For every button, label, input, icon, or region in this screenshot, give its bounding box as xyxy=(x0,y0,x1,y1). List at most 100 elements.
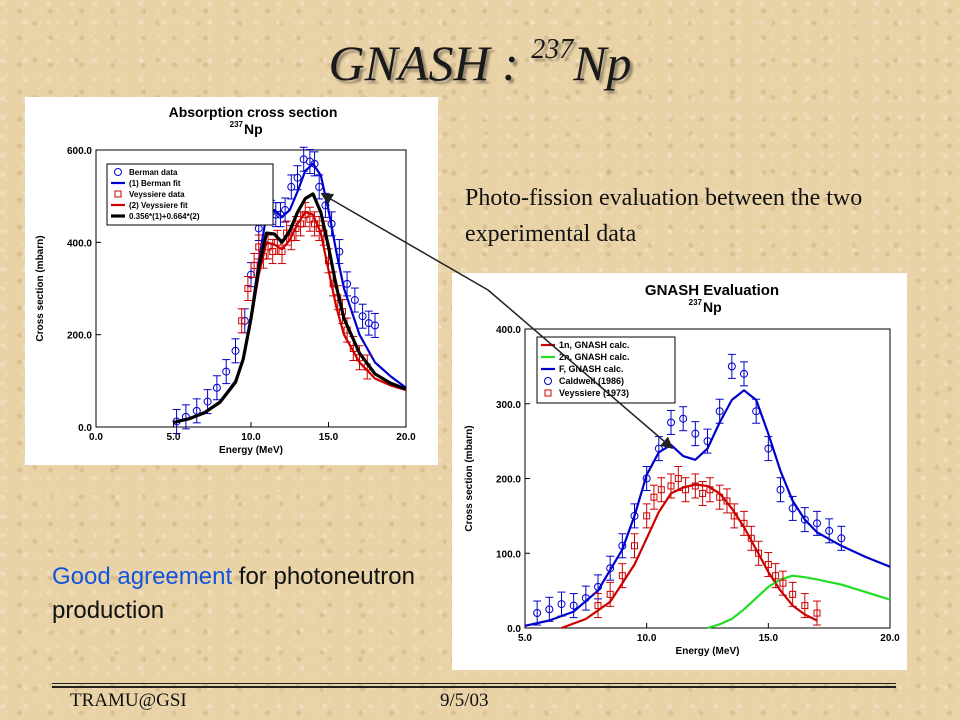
gnash-series-4-point xyxy=(801,602,809,610)
absorption-series-2-point xyxy=(306,215,314,223)
gnash-series-3-point xyxy=(581,594,590,603)
gnash-series-3-point xyxy=(837,534,846,543)
footer-rule-bottom xyxy=(52,686,896,688)
gnash-series-4-point xyxy=(606,590,614,598)
gnash-series-3-point xyxy=(630,511,639,520)
gnash-series-3-point xyxy=(606,564,615,573)
gnash-series-4-point xyxy=(691,482,699,490)
absorption-ytick-label: 600.0 xyxy=(67,146,92,157)
gnash-series-3-point xyxy=(727,362,736,371)
absorption-ytick-label: 0.0 xyxy=(78,423,92,434)
absorption-series-0-point xyxy=(222,367,231,376)
gnash-series-3-point xyxy=(776,485,785,494)
gnash-series-3-point xyxy=(740,369,748,378)
annotation-text: Photo-fission evaluation between the two… xyxy=(465,185,863,247)
absorption-ytick-label: 400.0 xyxy=(67,238,92,249)
gnash-xtick-label: 15.0 xyxy=(759,633,779,644)
conclusion-highlight: Good agreement xyxy=(52,563,233,590)
absorption-series-0-point xyxy=(371,321,379,330)
gnash-series-4-point xyxy=(779,579,787,587)
gnash-series-4-point xyxy=(650,493,658,501)
gnash-subtitle: Np xyxy=(703,299,722,315)
gnash-series-3-point xyxy=(557,600,566,609)
absorption-xtick-label: 5.0 xyxy=(167,432,181,443)
absorption-series-0-point xyxy=(231,346,240,355)
gnash-series-3-point xyxy=(752,407,761,416)
gnash-series-4-point xyxy=(643,512,651,520)
slide-title: GNASH : 237Np xyxy=(0,34,960,92)
gnash-xtick-label: 20.0 xyxy=(880,633,900,644)
footer-date: 9/5/03 xyxy=(440,690,489,711)
gnash-series-3-point xyxy=(679,414,688,423)
absorption-series-2-point xyxy=(269,248,277,256)
gnash-series-4-point xyxy=(740,519,748,527)
gnash-ytick-label: 400.0 xyxy=(496,325,521,336)
gnash-series-4-point xyxy=(764,560,772,568)
gnash-series-4-point xyxy=(682,486,690,494)
gnash-series-4-point xyxy=(813,609,821,617)
absorption-subtitle: Np xyxy=(244,121,263,137)
gnash-series-4-point xyxy=(772,572,780,580)
absorption-legend-swatch xyxy=(114,168,122,176)
gnash-series-4-point xyxy=(594,602,602,610)
gnash-series-4-point xyxy=(631,542,638,550)
absorption-ytick-label: 200.0 xyxy=(67,331,92,342)
absorption-series-0-point xyxy=(212,383,221,392)
absorption-series-0-point xyxy=(287,182,296,191)
gnash-xlabel: Energy (MeV) xyxy=(676,646,740,657)
gnash-series-4-point xyxy=(674,475,682,482)
absorption-series-2-point xyxy=(238,317,246,325)
absorption-series-3-line xyxy=(173,211,407,424)
absorption-series-0-point xyxy=(350,296,359,305)
gnash-ytick-label: 100.0 xyxy=(496,549,521,560)
gnash-legend-label: Caldwell (1986) xyxy=(559,376,624,386)
gnash-series-4-point xyxy=(789,590,797,598)
title-mass-number: 237 xyxy=(531,34,574,65)
gnash-ytick-label: 0.0 xyxy=(507,624,521,635)
gnash-series-3-point xyxy=(594,582,602,591)
gnash-series-4-point xyxy=(618,572,626,580)
absorption-legend-label: Berman data xyxy=(129,168,178,177)
gnash-legend-label: Veyssiere (1973) xyxy=(559,388,629,398)
gnash-subtitle-sup: 237 xyxy=(689,298,703,307)
gnash-series-3-point xyxy=(545,605,554,614)
gnash-series-3-point xyxy=(569,601,578,610)
absorption-title: Absorption cross section xyxy=(169,104,338,120)
absorption-chart-panel: Absorption cross section 237 Np 0.0 5.0 10.0 1… xyxy=(25,97,438,465)
title-main: GNASH : xyxy=(328,35,532,91)
absorption-series-0-point xyxy=(358,312,367,321)
absorption-series-0-point xyxy=(203,397,212,406)
gnash-series-3-point xyxy=(642,474,651,483)
absorption-series-0-point xyxy=(293,173,302,182)
gnash-series-3-point xyxy=(533,609,542,618)
gnash-ytick-label: 200.0 xyxy=(496,475,521,486)
gnash-series-3-point xyxy=(715,407,724,416)
gnash-series-3-point xyxy=(800,515,809,524)
gnash-xtick-label: 5.0 xyxy=(518,633,532,644)
absorption-series-4-line xyxy=(173,192,407,424)
absorption-legend-label: (2) Veyssiere fit xyxy=(129,201,188,210)
gnash-series-3-point xyxy=(788,504,797,513)
gnash-ytick-label: 300.0 xyxy=(496,400,521,411)
absorption-xtick-label: 20.0 xyxy=(396,432,416,443)
gnash-chart-panel: GNASH Evaluation 237 Np 5.0 10.0 15.0 20.0 0.0 1… xyxy=(452,273,907,670)
gnash-title: GNASH Evaluation xyxy=(645,282,779,299)
absorption-xlabel: Energy (MeV) xyxy=(219,445,283,456)
gnash-series-4-point xyxy=(716,493,724,501)
gnash-series-4-point xyxy=(657,486,665,494)
absorption-legend-label: Veyssiere data xyxy=(129,190,185,199)
gnash-legend-label: 1n, GNASH calc. xyxy=(559,340,630,350)
conclusion-text: Good agreement for photoneutron producti… xyxy=(52,560,432,628)
absorption-legend-label: 0.356*(1)+0.664*(2) xyxy=(129,212,200,221)
gnash-xtick-label: 10.0 xyxy=(637,633,657,644)
absorption-legend-label: (1) Berman fit xyxy=(129,179,181,188)
gnash-series-3-point xyxy=(703,437,712,446)
gnash-series-0-line xyxy=(561,483,818,630)
gnash-series-4-point xyxy=(730,512,738,520)
absorption-legend-swatch xyxy=(114,190,122,198)
gnash-ylabel: Cross section (mbarn) xyxy=(464,425,475,531)
conclusion-rest: for photoneutron production xyxy=(52,563,415,624)
absorption-xtick-label: 10.0 xyxy=(241,432,261,443)
